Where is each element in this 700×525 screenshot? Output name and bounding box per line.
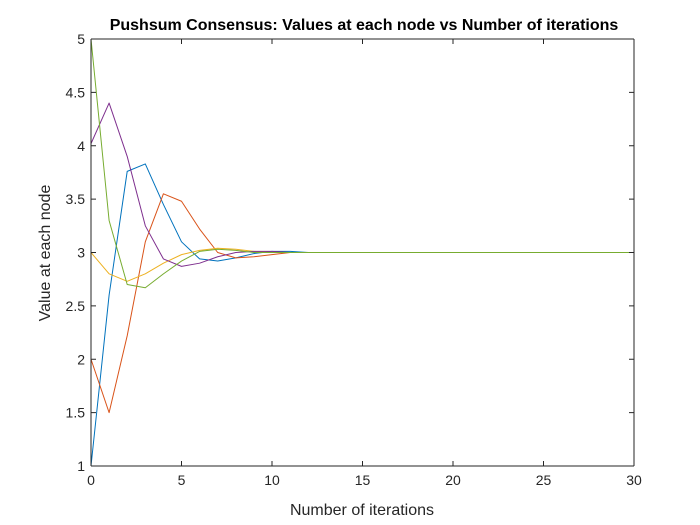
x-tick-label: 30 (626, 472, 642, 488)
y-tick-label: 5 (77, 31, 85, 47)
y-tick-label: 2.5 (66, 298, 86, 314)
x-tick-label: 10 (264, 472, 280, 488)
x-tick-label: 15 (355, 472, 371, 488)
y-tick-label: 3 (77, 245, 85, 261)
series-line-5 (90, 38, 634, 289)
x-tick-label: 25 (536, 472, 552, 488)
y-tick-label: 3.5 (66, 191, 86, 207)
y-tick-label: 2 (77, 351, 85, 367)
chart-title: Pushsum Consensus: Values at each node v… (110, 17, 619, 34)
x-tick-label: 5 (178, 472, 186, 488)
x-tick-label: 20 (445, 472, 461, 488)
x-tick-label: 0 (87, 472, 95, 488)
y-tick-label: 4.5 (66, 84, 86, 100)
series-layer (90, 38, 634, 467)
ticks-layer: 0 5 10 15 20 25 30 1 1.5 2 2.5 3 3.5 4 4.5 5 (66, 31, 642, 488)
y-axis-title: Value at each node (37, 185, 54, 322)
y-tick-label: 1 (77, 458, 85, 474)
y-tick-label: 1.5 (66, 405, 86, 421)
x-axis-title: Number of iterations (290, 502, 434, 519)
y-tick-label: 4 (77, 138, 85, 154)
